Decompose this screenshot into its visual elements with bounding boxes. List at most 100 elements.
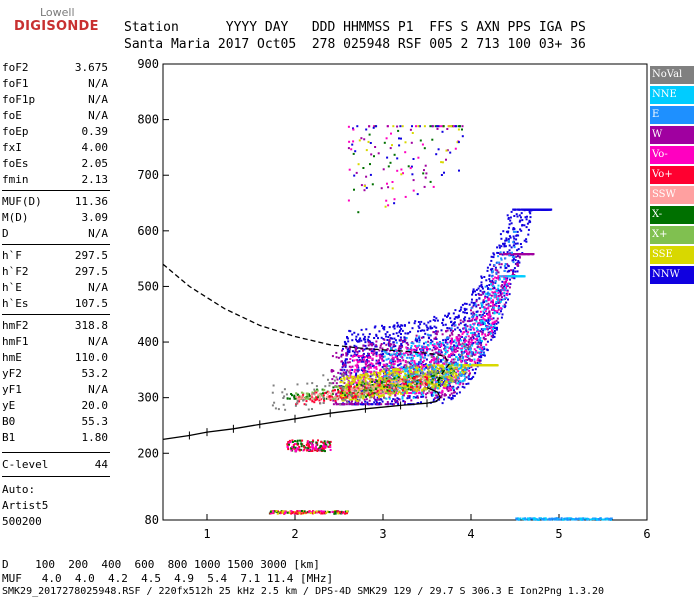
echo-point <box>401 324 404 327</box>
echo-point <box>414 368 417 371</box>
echo-point <box>386 349 389 351</box>
echo-point <box>380 336 383 339</box>
echo-point <box>356 365 359 368</box>
echo-point <box>466 352 468 355</box>
echo-point <box>344 512 347 515</box>
echo-point <box>494 332 497 335</box>
echo-point <box>423 342 425 345</box>
echo-point <box>483 352 486 355</box>
echo-point <box>431 327 434 330</box>
echo-point <box>441 380 443 383</box>
echo-point <box>509 278 511 281</box>
echo-point <box>371 391 374 393</box>
echo-point <box>417 374 420 377</box>
echo-point <box>343 368 346 371</box>
echo-point <box>384 205 387 208</box>
echo-point <box>449 388 452 391</box>
echo-point <box>419 380 422 383</box>
echo-point <box>302 393 305 396</box>
echo-point <box>421 393 424 396</box>
echo-point <box>411 173 414 176</box>
echo-point <box>457 386 460 389</box>
echo-point <box>506 263 509 266</box>
echo-point <box>416 402 419 405</box>
echo-point <box>374 403 377 406</box>
echo-point <box>432 368 435 371</box>
echo-point <box>443 375 446 378</box>
echo-point <box>484 338 486 341</box>
echo-point <box>413 391 416 394</box>
echo-point <box>298 439 301 442</box>
echo-point <box>476 359 479 362</box>
echo-point <box>440 377 443 379</box>
echo-point <box>425 387 428 390</box>
echo-point <box>375 376 377 379</box>
echo-point <box>495 364 498 367</box>
echo-point <box>340 355 343 358</box>
echo-point <box>344 385 347 388</box>
echo-point <box>461 347 463 350</box>
echo-point <box>495 288 498 291</box>
echo-point <box>418 366 421 369</box>
echo-point <box>334 512 337 515</box>
echo-point <box>505 237 508 240</box>
echo-point <box>489 314 492 317</box>
echo-point <box>302 397 305 400</box>
echo-point <box>424 332 427 335</box>
echo-point <box>502 242 504 245</box>
echo-point <box>492 252 495 255</box>
echo-point <box>351 377 354 379</box>
echo-point <box>373 125 375 128</box>
echo-point <box>388 368 390 370</box>
echo-point <box>415 381 418 383</box>
y-tick-label: 800 <box>137 113 159 127</box>
echo-point <box>380 395 382 398</box>
echo-point <box>426 328 429 331</box>
echo-point <box>463 343 466 346</box>
echo-point <box>373 392 376 395</box>
echo-point <box>442 377 445 380</box>
echo-point <box>411 371 414 374</box>
echo-point <box>360 339 363 342</box>
echo-point <box>449 385 452 387</box>
echo-point <box>451 362 453 365</box>
echo-point <box>388 326 391 329</box>
echo-point <box>342 511 344 514</box>
echo-point <box>399 360 402 362</box>
echo-point <box>493 312 496 315</box>
echo-point <box>325 512 328 514</box>
echo-point <box>448 369 451 372</box>
echo-point <box>311 450 314 452</box>
echo-point <box>521 224 524 226</box>
echo-point <box>383 377 386 380</box>
echo-point <box>377 374 380 377</box>
echo-point <box>487 318 490 321</box>
echo-point <box>492 304 495 307</box>
echo-point <box>309 398 312 401</box>
echo-point <box>383 350 386 353</box>
echo-point <box>366 364 369 367</box>
echo-point <box>375 392 378 395</box>
echo-point <box>498 298 501 301</box>
echo-point <box>434 386 437 388</box>
echo-point <box>306 394 309 397</box>
echo-point <box>527 233 530 236</box>
echo-point <box>295 402 298 405</box>
echo-point <box>331 369 334 372</box>
echo-point <box>281 510 284 513</box>
echo-point <box>337 385 340 388</box>
echo-point <box>397 381 400 384</box>
echo-point <box>438 374 441 377</box>
echo-point <box>465 362 468 365</box>
echo-point <box>329 446 332 449</box>
echo-point <box>510 246 513 249</box>
echo-point <box>471 317 474 320</box>
echo-point <box>488 298 491 301</box>
echo-point <box>379 346 382 349</box>
echo-point <box>452 353 455 356</box>
echo-point <box>498 295 501 298</box>
echo-point <box>342 397 345 399</box>
echo-point <box>373 337 376 339</box>
echo-point <box>356 387 359 390</box>
echo-point <box>401 384 404 387</box>
